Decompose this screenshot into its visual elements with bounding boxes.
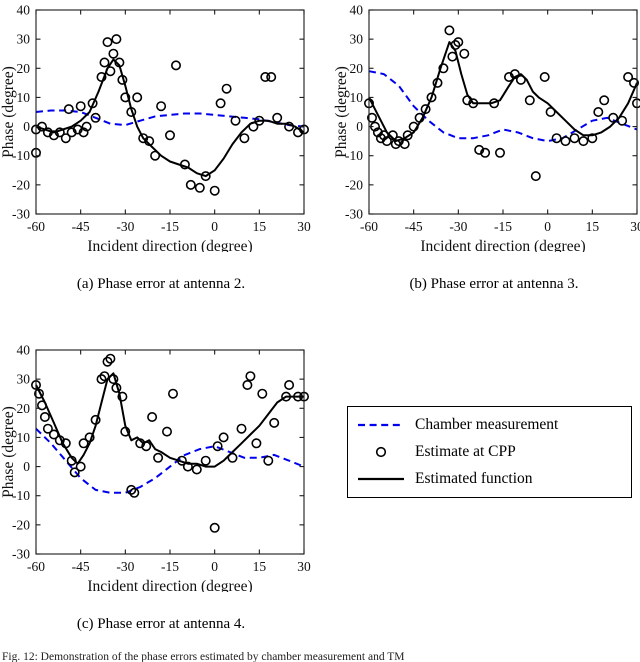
svg-text:-20: -20	[12, 517, 30, 532]
svg-text:0: 0	[23, 459, 30, 474]
caption-a: (a) Phase error at antenna 2.	[76, 276, 246, 292]
svg-text:15: 15	[253, 559, 267, 574]
legend-item-estimate-at-cpp: Estimate at CPP	[356, 438, 623, 465]
svg-text:-45: -45	[72, 559, 90, 574]
svg-text:-15: -15	[494, 219, 512, 234]
svg-text:0: 0	[211, 219, 218, 234]
svg-text:-60: -60	[27, 559, 45, 574]
svg-text:40: 40	[17, 3, 31, 18]
svg-text:20: 20	[17, 61, 31, 76]
svg-text:-30: -30	[12, 547, 30, 562]
chart-antenna-3: -60 -45 -30 -15 0 15 30 -30 -20 -10 0 10 20 30 40 Incid…	[333, 3, 640, 252]
svg-text:30: 30	[297, 219, 311, 234]
svg-text:20: 20	[17, 401, 31, 416]
svg-text:0: 0	[544, 219, 551, 234]
legend-label-chamber-measurement: Chamber measurement	[415, 415, 559, 433]
legend-item-chamber-measurement: Chamber measurement	[356, 411, 623, 438]
svg-text:-30: -30	[449, 219, 467, 234]
svg-text:-30: -30	[345, 207, 363, 222]
svg-text:Incident direction (degree): Incident direction (degree)	[420, 238, 585, 252]
svg-text:15: 15	[586, 219, 600, 234]
svg-text:-20: -20	[12, 177, 30, 192]
solid-line-sample-icon	[358, 478, 404, 481]
svg-text:-30: -30	[116, 219, 134, 234]
svg-text:40: 40	[17, 343, 31, 358]
svg-text:-30: -30	[116, 559, 134, 574]
legend-label-estimate-at-cpp: Estimate at CPP	[415, 442, 516, 460]
subplot-antenna-2: -60 -45 -30 -15 0 15 30 -30 -20 -10 0 10 20 30 40 Incid…	[0, 0, 322, 253]
svg-text:Incident direction (degree): Incident direction (degree)	[87, 238, 252, 252]
legend-box: Chamber measurement Estimate at CPP Esti…	[347, 406, 632, 498]
svg-text:Phase (degree): Phase (degree)	[0, 66, 17, 158]
svg-text:-60: -60	[360, 219, 378, 234]
svg-text:30: 30	[17, 32, 31, 47]
subplot-antenna-4: -60 -45 -30 -15 0 15 30 -30 -20 -10 0 10 20 30 40 Incid…	[0, 340, 322, 593]
svg-text:30: 30	[350, 32, 364, 47]
svg-text:0: 0	[211, 559, 218, 574]
svg-text:30: 30	[17, 372, 31, 387]
svg-text:10: 10	[17, 430, 31, 445]
svg-text:Phase (degree): Phase (degree)	[0, 406, 17, 498]
svg-text:20: 20	[350, 61, 364, 76]
svg-text:-45: -45	[72, 219, 90, 234]
dashed-line-sample-icon	[358, 423, 404, 426]
svg-text:30: 30	[297, 559, 311, 574]
circle-marker-glyph	[375, 446, 387, 458]
chart-antenna-2: -60 -45 -30 -15 0 15 30 -30 -20 -10 0 10 20 30 40 Incid…	[0, 3, 311, 253]
svg-text:30: 30	[630, 219, 640, 234]
svg-text:-10: -10	[12, 488, 30, 503]
caption-c: (c) Phase error at antenna 4.	[76, 616, 246, 632]
svg-text:Incident direction (degree): Incident direction (degree)	[87, 578, 252, 592]
svg-text:40: 40	[350, 3, 364, 18]
svg-text:-30: -30	[12, 207, 30, 222]
chart-antenna-4: -60 -45 -30 -15 0 15 30 -30 -20 -10 0 10 20 30 40 Incid…	[0, 343, 311, 593]
svg-text:-60: -60	[27, 219, 45, 234]
figure-caption-cropped: Fig. 12: Demonstration of the phase erro…	[2, 651, 405, 662]
svg-text:-15: -15	[161, 219, 179, 234]
svg-text:10: 10	[350, 90, 364, 105]
svg-text:-10: -10	[345, 148, 363, 163]
svg-text:-10: -10	[12, 148, 30, 163]
svg-text:-15: -15	[161, 559, 179, 574]
svg-text:Phase (degree): Phase (degree)	[333, 66, 350, 158]
caption-b: (b) Phase error at antenna 3.	[409, 276, 579, 292]
svg-text:0: 0	[356, 119, 363, 134]
svg-text:-45: -45	[405, 219, 423, 234]
subplot-antenna-3: -60 -45 -30 -15 0 15 30 -30 -20 -10 0 10 20 30 40 Incid…	[333, 0, 640, 252]
svg-text:-20: -20	[345, 177, 363, 192]
circle-marker-sample-icon	[375, 446, 387, 458]
legend-item-estimated-function: Estimated function	[356, 466, 623, 493]
svg-text:0: 0	[23, 119, 30, 134]
svg-text:15: 15	[253, 219, 267, 234]
legend-label-estimated-function: Estimated function	[415, 470, 533, 488]
svg-text:10: 10	[17, 90, 31, 105]
